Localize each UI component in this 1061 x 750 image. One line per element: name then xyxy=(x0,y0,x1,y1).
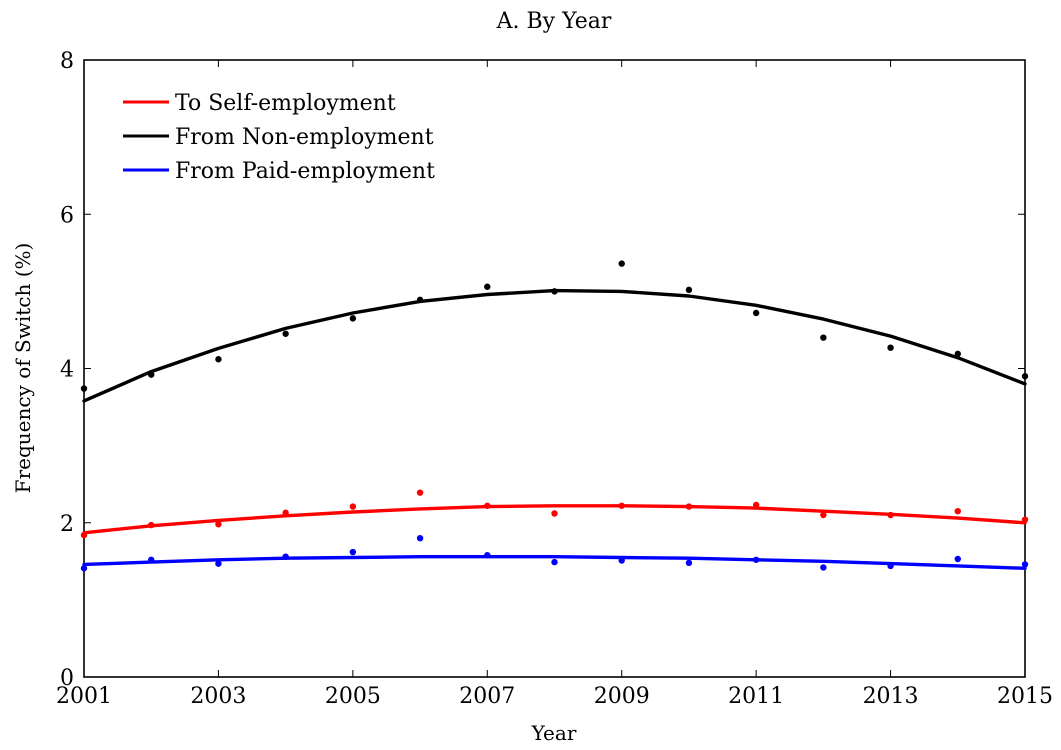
y-tick-label: 6 xyxy=(60,203,74,228)
x-axis-label: Year xyxy=(531,721,577,745)
x-tick-label: 2013 xyxy=(863,684,919,709)
y-tick-label: 2 xyxy=(60,512,74,537)
data-point-non-employment xyxy=(954,350,961,358)
data-points xyxy=(80,260,1029,572)
data-point-non-employment xyxy=(349,315,357,322)
data-point-paid-employment xyxy=(685,559,693,567)
data-point-non-employment xyxy=(887,344,894,351)
data-point-paid-employment xyxy=(484,551,491,559)
data-point-self-employment xyxy=(282,509,289,516)
data-point-non-employment xyxy=(282,330,289,337)
data-point-self-employment xyxy=(820,511,827,519)
x-tick-label: 2003 xyxy=(190,684,246,709)
data-point-paid-employment xyxy=(820,564,827,571)
data-point-self-employment xyxy=(148,521,155,529)
data-point-paid-employment xyxy=(618,557,625,564)
data-point-self-employment xyxy=(1021,516,1029,523)
data-point-paid-employment xyxy=(887,562,894,570)
x-tick-label: 2007 xyxy=(459,684,515,709)
plot-frame xyxy=(83,59,1026,678)
y-axis-label: Frequency of Switch (%) xyxy=(11,243,35,494)
data-point-self-employment xyxy=(349,503,357,510)
y-tick-label: 4 xyxy=(60,358,74,383)
fit-line-self-employment xyxy=(82,504,1027,535)
legend: To Self-employment From Non-employment F… xyxy=(123,91,435,184)
data-point-non-employment xyxy=(551,288,558,295)
data-point-non-employment xyxy=(752,309,760,317)
legend-label-paid: From Paid-employment xyxy=(175,159,435,184)
x-tick-label: 2015 xyxy=(997,684,1053,709)
data-point-self-employment xyxy=(551,510,558,517)
data-point-non-employment xyxy=(416,296,424,304)
data-point-non-employment xyxy=(80,385,88,392)
data-point-non-employment xyxy=(820,334,827,341)
data-point-paid-employment xyxy=(80,565,88,572)
data-point-paid-employment xyxy=(148,556,155,563)
data-point-self-employment xyxy=(618,502,625,509)
fit-line-non-employment xyxy=(82,288,1027,403)
legend-label-nonemp: From Non-employment xyxy=(175,125,434,150)
data-point-paid-employment xyxy=(282,553,289,560)
data-point-paid-employment xyxy=(1021,561,1029,568)
y-axis: 0 2 4 6 8 xyxy=(60,49,1025,691)
data-point-paid-employment xyxy=(551,558,558,566)
chart-title: A. By Year xyxy=(496,9,612,34)
data-point-self-employment xyxy=(887,511,894,519)
data-point-paid-employment xyxy=(752,556,760,563)
y-tick-label: 8 xyxy=(60,49,74,74)
x-tick-label: 2011 xyxy=(728,684,784,709)
data-point-self-employment xyxy=(954,507,961,515)
data-point-paid-employment xyxy=(215,560,222,567)
data-point-non-employment xyxy=(685,286,693,294)
legend-label-self: To Self-employment xyxy=(175,91,396,116)
x-axis: 2001 2003 2005 2007 2009 2011 2013 2015 xyxy=(56,60,1053,709)
data-point-non-employment xyxy=(618,260,625,267)
data-point-non-employment xyxy=(1021,373,1029,380)
data-point-self-employment xyxy=(752,501,760,509)
data-point-self-employment xyxy=(416,489,424,496)
x-tick-label: 2009 xyxy=(594,684,650,709)
data-point-non-employment xyxy=(215,356,222,363)
data-point-self-employment xyxy=(215,521,222,528)
data-point-non-employment xyxy=(484,283,491,290)
data-point-self-employment xyxy=(484,502,491,509)
fit-lines xyxy=(82,288,1027,570)
data-point-self-employment xyxy=(80,531,88,539)
data-point-self-employment xyxy=(685,503,693,510)
fit-line-paid-employment xyxy=(82,555,1027,570)
data-point-paid-employment xyxy=(349,548,357,556)
data-point-paid-employment xyxy=(954,555,961,563)
data-point-paid-employment xyxy=(416,534,424,542)
x-tick-label: 2001 xyxy=(56,684,112,709)
y-tick-label: 0 xyxy=(60,666,74,691)
data-point-non-employment xyxy=(148,371,155,378)
x-tick-label: 2005 xyxy=(325,684,381,709)
